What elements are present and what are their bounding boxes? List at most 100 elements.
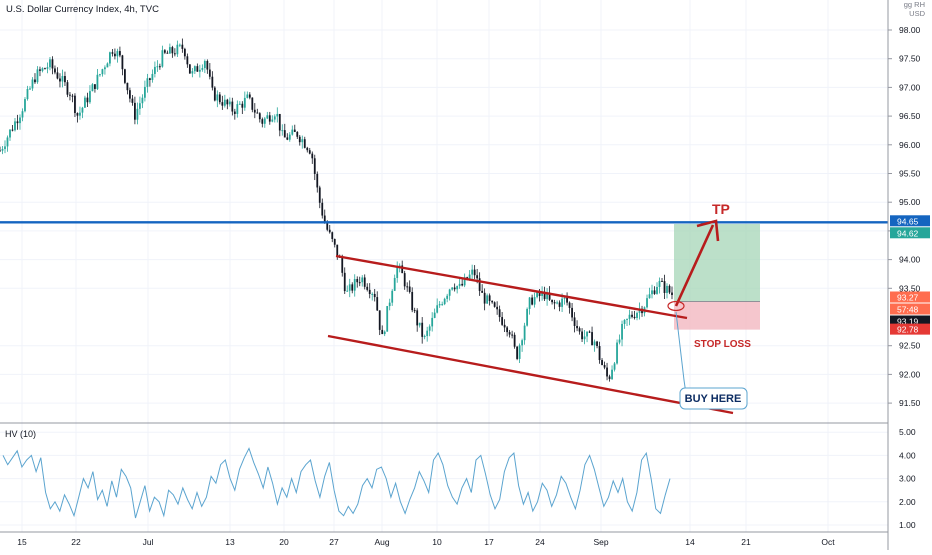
candle-body xyxy=(568,302,571,308)
candle-body xyxy=(523,325,526,341)
candle-body xyxy=(148,78,151,80)
candle-body xyxy=(266,115,269,119)
candle-body xyxy=(588,331,591,333)
channel-lower-line xyxy=(327,334,734,415)
candle-body xyxy=(596,341,598,347)
buy-here-label: BUY HERE xyxy=(685,393,742,405)
candle-body xyxy=(74,95,76,114)
candle-body xyxy=(396,266,399,278)
price-badge-bg xyxy=(890,291,930,303)
candle-body xyxy=(241,103,244,108)
candle-body xyxy=(548,292,551,300)
candle-body xyxy=(168,47,171,54)
candle-body xyxy=(498,309,501,318)
candle-body xyxy=(476,275,479,279)
candle-body xyxy=(54,68,56,73)
candle-body xyxy=(478,278,481,291)
candle-body xyxy=(516,346,519,359)
candle-body xyxy=(31,79,34,89)
candle-body xyxy=(268,115,271,122)
candle-body xyxy=(94,84,96,89)
candle-body xyxy=(501,317,504,325)
candle-body xyxy=(378,310,381,330)
candle-body xyxy=(511,334,514,336)
candle-body xyxy=(608,376,611,380)
hv-tick-label: 1.00 xyxy=(899,520,916,530)
candle-body xyxy=(558,302,561,307)
candle-body xyxy=(651,290,653,295)
candle-body xyxy=(406,286,409,288)
candle-body xyxy=(623,319,626,324)
candle-body xyxy=(138,103,141,109)
candle-body xyxy=(313,158,316,174)
candle-body xyxy=(126,82,129,91)
candle-body xyxy=(458,283,461,287)
candle-body xyxy=(326,223,329,230)
candle-body xyxy=(311,153,314,159)
candle-body xyxy=(141,97,144,104)
time-tick-label: 10 xyxy=(432,537,442,547)
price-candles xyxy=(0,38,673,382)
candle-body xyxy=(551,299,553,303)
hv-line xyxy=(2,447,671,519)
time-tick-label: 22 xyxy=(71,537,81,547)
price-badge-last: 93.27 xyxy=(897,293,919,303)
candle-body xyxy=(101,69,104,75)
price-tick-label: 98.00 xyxy=(899,25,921,35)
candle-body xyxy=(536,291,539,298)
candle-body xyxy=(473,269,476,276)
candle-body xyxy=(188,64,191,74)
candle-body xyxy=(553,302,556,304)
candle-body xyxy=(346,290,349,292)
candle-body xyxy=(463,277,466,286)
time-tick-label: 14 xyxy=(685,537,695,547)
candle-body xyxy=(151,73,154,80)
candle-body xyxy=(163,50,166,53)
candle-body xyxy=(348,284,351,291)
time-tick-label: 17 xyxy=(484,537,494,547)
candle-body xyxy=(438,304,441,306)
candle-body xyxy=(576,325,578,329)
price-tick-label: 96.50 xyxy=(899,111,921,121)
candle-body xyxy=(648,294,651,299)
candle-body xyxy=(243,97,246,108)
candle-body xyxy=(593,341,596,346)
candle-body xyxy=(303,139,306,148)
axes: 98.0097.5097.0096.5096.0095.5095.0094.50… xyxy=(0,0,921,550)
candle-body xyxy=(196,66,199,72)
candle-body xyxy=(528,297,531,309)
price-tick-label: 95.00 xyxy=(899,197,921,207)
candle-body xyxy=(173,53,176,55)
price-tick-label: 97.00 xyxy=(899,82,921,92)
candle-body xyxy=(381,329,384,335)
candle-body xyxy=(206,61,209,70)
candle-body xyxy=(256,112,259,114)
candle-body xyxy=(418,322,421,326)
candle-body xyxy=(136,108,139,120)
chart-title: U.S. Dollar Currency Index, 4h, TVC xyxy=(6,4,159,15)
candle-body xyxy=(621,323,623,340)
candle-body xyxy=(96,74,99,89)
hv-title: HV (10) xyxy=(5,429,37,439)
candle-body xyxy=(271,119,274,122)
candle-body xyxy=(218,94,221,103)
price-badge-bg xyxy=(890,215,930,227)
candle-body xyxy=(143,86,146,98)
candle-body xyxy=(216,94,219,101)
candle-body xyxy=(541,291,543,296)
price-units: gg RH USD xyxy=(893,0,925,18)
candle-body xyxy=(84,97,86,108)
candle-body xyxy=(331,232,334,239)
candle-body xyxy=(56,72,59,79)
candle-body xyxy=(131,98,134,103)
candle-body xyxy=(4,146,6,150)
candle-body xyxy=(1,149,4,151)
candle-body xyxy=(391,290,394,303)
price-tick-label: 95.50 xyxy=(899,169,921,179)
candle-body xyxy=(646,298,648,308)
time-tick-label: Aug xyxy=(374,537,389,547)
candle-body xyxy=(533,297,536,305)
price-tick-label: 91.50 xyxy=(899,398,921,408)
candle-body xyxy=(383,331,386,335)
